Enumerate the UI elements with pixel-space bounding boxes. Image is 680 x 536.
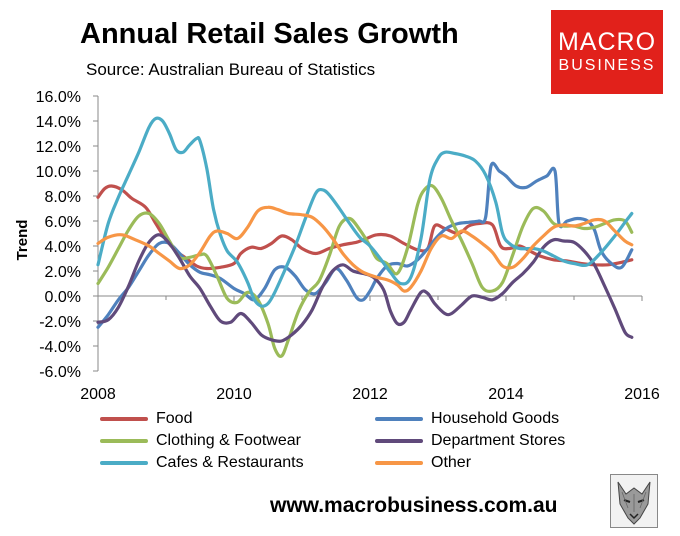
legend-label-food: Food xyxy=(156,410,193,427)
chart-subtitle: Source: Australian Bureau of Statistics xyxy=(86,60,376,79)
wolf-logo-icon xyxy=(610,474,658,528)
chart-title: Annual Retail Sales Growth xyxy=(80,18,459,50)
x-tick-label: 2014 xyxy=(488,386,524,400)
legend-swatch-clothing-footwear xyxy=(100,439,148,443)
series-line-cafes-restaurants xyxy=(96,116,634,308)
y-tick-label: 0.0% xyxy=(45,289,81,306)
series-line-household-goods xyxy=(96,161,634,329)
legend-label-cafes-restaurants: Cafes & Restaurants xyxy=(156,454,304,471)
macrobusiness-logo: MACRO BUSINESS xyxy=(551,10,663,94)
legend-swatch-food xyxy=(100,417,148,421)
legend-label-clothing-footwear: Clothing & Footwear xyxy=(156,432,301,449)
legend-item-household-goods: Household Goods xyxy=(375,410,559,428)
y-tick-label: 10.0% xyxy=(36,164,81,181)
x-tick-label: 2012 xyxy=(352,386,388,400)
x-tick-label: 2016 xyxy=(624,386,660,400)
legend-swatch-other xyxy=(375,461,423,465)
series-line-clothing-footwear xyxy=(96,183,634,358)
x-tick-label: 2008 xyxy=(80,386,116,400)
y-tick-label: -2.0% xyxy=(39,314,81,331)
legend-label-other: Other xyxy=(431,454,472,471)
y-tick-label: 16.0% xyxy=(36,89,81,106)
y-tick-label: 4.0% xyxy=(45,239,81,256)
legend-label-household-goods: Household Goods xyxy=(431,410,560,427)
legend-swatch-cafes-restaurants xyxy=(100,461,148,465)
y-tick-label: 2.0% xyxy=(45,264,81,281)
y-tick-label: -4.0% xyxy=(39,339,81,356)
legend-swatch-department-stores xyxy=(375,439,423,443)
website-url: www.macrobusiness.com.au xyxy=(270,494,558,517)
y-tick-label: 8.0% xyxy=(45,189,81,206)
line-chart: 16.0% 14.0% 12.0% 10.0% 8.0% 6.0% 4.0% 2.0% 0.0%… xyxy=(36,89,660,400)
legend-item-clothing-footwear: Clothing & Footwear xyxy=(100,432,301,450)
x-tick-label: 2010 xyxy=(216,386,252,400)
legend-item-other: Other xyxy=(375,454,471,472)
legend-label-department-stores: Department Stores xyxy=(431,432,566,449)
y-tick-label: 12.0% xyxy=(36,139,81,156)
series-line-other xyxy=(96,205,634,293)
logo-line-1: MACRO xyxy=(557,28,657,56)
legend-item-department-stores: Department Stores xyxy=(375,432,565,450)
legend-item-cafes-restaurants: Cafes & Restaurants xyxy=(100,454,304,472)
logo-line-2: BUSINESS xyxy=(558,57,656,74)
y-tick-label: 6.0% xyxy=(45,214,81,231)
series-line-department-stores xyxy=(96,233,634,343)
legend-swatch-household-goods xyxy=(375,417,423,421)
y-tick-label: -6.0% xyxy=(39,364,81,381)
y-tick-label: 14.0% xyxy=(36,114,81,131)
legend-item-food: Food xyxy=(100,410,192,428)
